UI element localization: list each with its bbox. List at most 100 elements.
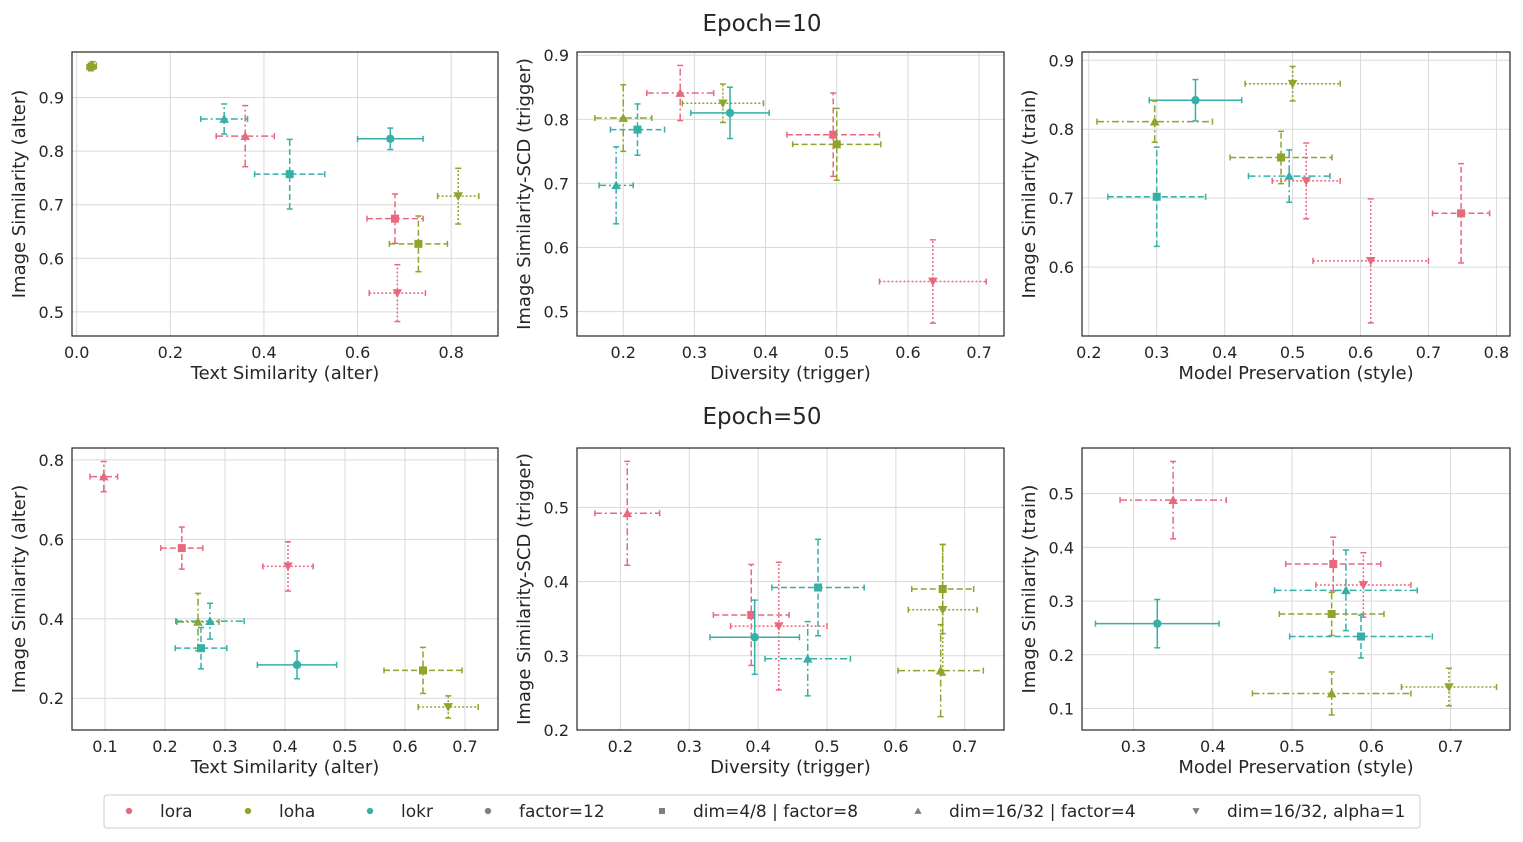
x-tick-label: 0.2 bbox=[611, 343, 636, 362]
x-tick-label: 0.6 bbox=[895, 343, 920, 362]
axes-frame bbox=[1081, 51, 1511, 337]
x-tick-label: 0.4 bbox=[745, 737, 770, 756]
data-point-lokr-circle bbox=[1148, 78, 1243, 122]
data-point-lokr-triangle-up bbox=[598, 146, 634, 225]
x-tick-label: 0.4 bbox=[1200, 737, 1225, 756]
x-tick-label: 0.8 bbox=[438, 343, 463, 362]
data-point-lokr-triangle-up bbox=[1247, 149, 1331, 204]
subplot-0: 0.0 0.2 0.4 0.6 0.8 0.5 0.6 0.7 0.8 0.9 Text Simil… bbox=[9, 51, 499, 384]
legend-marker bbox=[659, 808, 665, 814]
x-axis-label: Diversity (trigger) bbox=[710, 757, 871, 778]
y-axis-label: Image Similarity-SCD (trigger) bbox=[514, 453, 535, 725]
y-tick-label: 0.2 bbox=[1049, 646, 1074, 665]
y-tick-label: 0.6 bbox=[1049, 258, 1074, 277]
legend-item-3: factor=12 bbox=[484, 802, 605, 822]
data-point-lokr-triangle-up bbox=[175, 602, 245, 640]
data-point-loha-triangle-down bbox=[1244, 65, 1341, 102]
data-point-lokr-triangle-up bbox=[199, 103, 249, 135]
data-point-lokr-circle bbox=[690, 86, 770, 140]
data-point-loha-triangle-up bbox=[594, 83, 653, 153]
data-point-lokr-circle bbox=[709, 599, 801, 676]
y-tick-label: 0.8 bbox=[1049, 120, 1074, 139]
data-point-lora-triangle-down bbox=[1271, 142, 1341, 220]
marker-triangle-up bbox=[611, 180, 621, 190]
marker-triangle-down bbox=[1358, 581, 1369, 590]
data-point-lora-triangle-down bbox=[729, 561, 828, 691]
data-point-loha-square bbox=[1278, 591, 1385, 637]
legend-marker bbox=[366, 807, 374, 815]
marker-triangle-up bbox=[802, 653, 813, 663]
marker-triangle-down bbox=[443, 703, 453, 712]
x-tick-label: 0.3 bbox=[677, 737, 702, 756]
marker-triangle-up bbox=[99, 471, 109, 481]
marker-triangle-down bbox=[1287, 79, 1298, 89]
marker-triangle-down bbox=[937, 605, 948, 615]
x-tick-label: 0.4 bbox=[753, 343, 778, 362]
y-tick-label: 0.8 bbox=[544, 110, 569, 129]
marker-square bbox=[633, 125, 642, 134]
data-point-loha-triangle-down bbox=[417, 695, 479, 719]
data-point-lora-triangle-down bbox=[878, 239, 987, 324]
x-axis-label: Model Preservation (style) bbox=[1178, 757, 1413, 778]
y-tick-label: 0.5 bbox=[544, 303, 569, 322]
legend-item-5: dim=16/32 | factor=4 bbox=[914, 802, 1136, 822]
x-tick-label: 0.2 bbox=[1076, 343, 1101, 362]
x-tick-label: 0.7 bbox=[966, 343, 991, 362]
row-title-epoch50: Epoch=50 bbox=[703, 404, 822, 430]
y-tick-label: 0.7 bbox=[39, 196, 64, 215]
x-tick-label: 0.7 bbox=[1416, 343, 1441, 362]
legend-label: dim=4/8 | factor=8 bbox=[693, 802, 858, 822]
x-tick-label: 0.6 bbox=[1359, 737, 1384, 756]
legend-box bbox=[103, 794, 1421, 829]
x-tick-label: 0.5 bbox=[332, 737, 357, 756]
y-tick-label: 0.3 bbox=[544, 647, 569, 666]
y-tick-label: 0.8 bbox=[39, 142, 64, 161]
marker-triangle-up bbox=[219, 114, 229, 123]
y-tick-label: 0.5 bbox=[39, 303, 64, 322]
marker-triangle-up bbox=[618, 113, 629, 122]
x-tick-label: 0.5 bbox=[1280, 343, 1305, 362]
x-tick-label: 0.6 bbox=[392, 737, 417, 756]
marker-triangle-up bbox=[1284, 171, 1295, 180]
legend-item-1: loha bbox=[244, 802, 315, 822]
marker-circle bbox=[725, 108, 735, 118]
marker-square bbox=[1277, 153, 1286, 162]
marker-triangle-down bbox=[928, 277, 938, 287]
x-tick-label: 0.7 bbox=[1438, 737, 1463, 756]
y-tick-label: 0.2 bbox=[544, 721, 569, 740]
marker-triangle-down bbox=[1365, 257, 1376, 266]
subplot-2: 0.2 0.3 0.4 0.5 0.6 0.7 0.8 0.6 0.7 0.8 0.9 Model P… bbox=[1019, 51, 1511, 384]
axes-frame bbox=[1081, 447, 1511, 731]
data-point-loha-triangle-up bbox=[87, 60, 98, 70]
marker-circle bbox=[386, 134, 395, 144]
y-tick-label: 0.6 bbox=[544, 239, 569, 258]
x-tick-label: 0.5 bbox=[814, 737, 839, 756]
data-point-lora-square bbox=[160, 526, 204, 570]
legend-label: factor=12 bbox=[519, 802, 605, 822]
y-tick-label: 0.9 bbox=[544, 46, 569, 65]
marker-square bbox=[747, 610, 756, 619]
marker-square bbox=[285, 170, 294, 179]
data-point-lokr-square bbox=[1107, 146, 1207, 248]
marker-triangle-down bbox=[453, 192, 464, 201]
x-tick-label: 0.4 bbox=[272, 737, 297, 756]
marker-triangle-up bbox=[1341, 585, 1351, 595]
legend-label: lora bbox=[160, 802, 193, 822]
legend-label: dim=16/32 | factor=4 bbox=[949, 802, 1136, 822]
x-tick-label: 0.3 bbox=[682, 343, 707, 362]
axes-frame bbox=[71, 51, 499, 337]
marker-square bbox=[814, 583, 823, 592]
x-tick-label: 0.6 bbox=[883, 737, 908, 756]
marker-square bbox=[1457, 209, 1466, 218]
legend-marker bbox=[244, 807, 252, 815]
marker-triangle-up bbox=[205, 616, 215, 626]
marker-triangle-down bbox=[773, 622, 784, 631]
data-point-lora-square bbox=[1431, 162, 1491, 264]
data-point-loha-square bbox=[388, 215, 449, 273]
axes-frame bbox=[576, 51, 1005, 337]
axes-frame bbox=[71, 447, 499, 731]
legend-marker bbox=[125, 807, 133, 815]
marker-square bbox=[419, 666, 427, 675]
legend-marker bbox=[1192, 808, 1200, 815]
